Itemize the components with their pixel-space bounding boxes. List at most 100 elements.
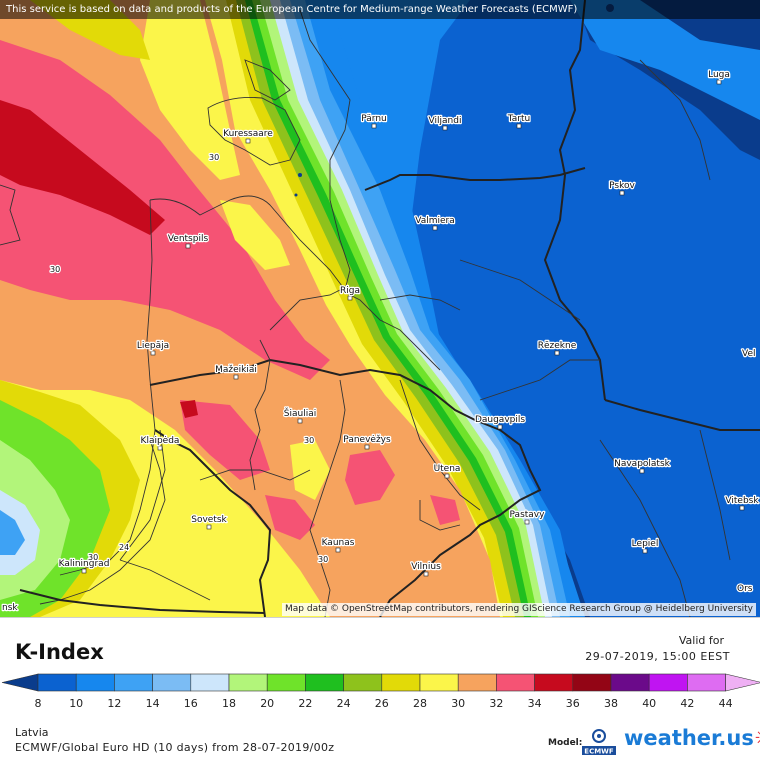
city-marker: [245, 138, 251, 144]
city-marker: [642, 548, 648, 554]
colorbar-tick-label: 24: [337, 697, 351, 710]
k-band-34-north: [0, 40, 330, 380]
colorbar-cell: [152, 673, 192, 692]
city-marker: [739, 505, 745, 511]
city-marker: [335, 547, 341, 553]
svg-text:ECMWF: ECMWF: [584, 748, 614, 756]
edge-label-right-bottom: Ors: [737, 584, 753, 594]
k-band-36-small: [180, 400, 198, 418]
k-band-10: [0, 0, 760, 617]
city-label: Daugavpils: [475, 415, 525, 425]
city-label: Klaipėda: [141, 436, 180, 446]
city-marker: [150, 350, 156, 356]
sun-icon: ☼: [754, 726, 760, 750]
colorbar-tick-label: 44: [719, 697, 733, 710]
colorbar-tick-label: 30: [451, 697, 465, 710]
colorbar-tick-label: 20: [260, 697, 274, 710]
city-marker: [233, 374, 239, 380]
legend-footer: K-Index Valid for 29-07-2019, 15:00 EEST…: [0, 617, 760, 761]
colorbar-cell: [648, 673, 688, 692]
city-label: Sovetsk: [191, 515, 227, 525]
colorbar-tick-label: 40: [642, 697, 656, 710]
city-marker: [524, 519, 530, 525]
contour-value-label: 24: [119, 543, 129, 552]
city-marker: [516, 123, 522, 129]
city-marker: [157, 445, 163, 451]
colorbar-tick-label: 36: [566, 697, 580, 710]
colorbar-tick-label: 22: [298, 697, 312, 710]
colorbar-cell: [37, 673, 77, 692]
map-attribution[interactable]: Map data © OpenStreetMap contributors, r…: [282, 603, 756, 616]
city-label: Navapolatsk: [614, 459, 671, 469]
colorbar-cell: [381, 673, 421, 692]
model-label: Model:: [548, 738, 583, 748]
k-band-34-south: [180, 400, 270, 480]
colorbar-underflow: [1, 673, 39, 692]
colorbar-tick-label: 16: [184, 697, 198, 710]
weather-us-logo[interactable]: weather.us☼: [624, 726, 760, 750]
contour-value-label: 30: [88, 553, 98, 562]
parameter-title: K-Index: [15, 640, 104, 664]
city-marker: [716, 79, 722, 85]
colorbar-tick-label: 32: [489, 697, 503, 710]
city-label: Pskov: [609, 181, 635, 191]
colorbar-cell: [610, 673, 650, 692]
city-marker: [371, 123, 377, 129]
city-label: Vitebsk: [725, 496, 759, 506]
city-label: Vilnius: [411, 562, 441, 572]
city-labels: Kuressaare Pärnu Viljandi Tartu Luga Pskov Val…: [57, 69, 760, 577]
edge-label-right-top: Vel: [742, 349, 756, 359]
colorbar-cell: [228, 673, 268, 692]
city-label: Mažeikiai: [215, 365, 257, 375]
color-scale: 8 10 12 14 16 18 20 22 24 26 28 30 32 34 36 38 40 42 44: [1, 673, 760, 710]
colorbar-tick-label: 34: [528, 697, 542, 710]
city-marker: [364, 444, 370, 450]
colorbar-tick-label: 18: [222, 697, 236, 710]
ecmwf-logo[interactable]: ECMWF: [580, 726, 618, 756]
city-marker: [297, 418, 303, 424]
city-marker: [81, 568, 87, 574]
colorbar-cell: [572, 673, 612, 692]
k-band-34-east: [430, 495, 460, 525]
city-label: Utena: [434, 464, 461, 474]
city-marker: [639, 468, 645, 474]
model-run: ECMWF/Global Euro HD (10 days) from 28-0…: [15, 741, 335, 754]
brand-word: weather: [624, 726, 719, 750]
city-marker: [206, 524, 212, 530]
city-marker: [185, 243, 191, 249]
city-label: Liepāja: [137, 341, 169, 351]
city-label: Ventspils: [168, 234, 209, 244]
contour-value-labels: 30 30 30 30 24 30: [49, 152, 330, 566]
city-label: Viljandi: [429, 116, 462, 126]
city-marker: [444, 473, 450, 479]
ecmwf-disclaimer: This service is based on data and produc…: [0, 0, 760, 19]
colorbar-tick-label: 38: [604, 697, 618, 710]
brand-tld: .us: [718, 726, 754, 750]
city-marker: [347, 295, 353, 301]
city-label: Rēzekne: [538, 341, 577, 351]
forecast-map[interactable]: Kuressaare Pärnu Viljandi Tartu Luga Pskov Val…: [0, 0, 760, 617]
city-marker: [497, 424, 503, 430]
colorbar-cell: [419, 673, 459, 692]
colorbar-cell: [114, 673, 153, 692]
city-label: Kaunas: [322, 538, 355, 548]
city-label: Kaliningrad: [59, 559, 110, 569]
edge-labels: nsk Vel Ors: [1, 348, 757, 615]
colorbar-cell: [457, 673, 497, 692]
contour-value-label: 30: [304, 436, 314, 445]
city-label: Panevėžys: [343, 435, 391, 445]
colorbar-cell: [343, 673, 383, 692]
city-label: Riga: [340, 286, 360, 296]
city-marker: [423, 571, 429, 577]
k-band-34-central: [345, 450, 395, 505]
city-marker: [442, 125, 448, 131]
k-band-30-islands: [140, 0, 240, 180]
colorbar-tick-label: 26: [375, 697, 389, 710]
city-label: Pärnu: [361, 114, 387, 124]
colorbar-cell: [190, 673, 230, 692]
valid-time: 29-07-2019, 15:00 EEST: [585, 650, 730, 663]
colorbar-tick-label: 10: [69, 697, 83, 710]
city-marker: [432, 225, 438, 231]
valid-label: Valid for: [678, 634, 724, 647]
city-label: Pastavy: [510, 510, 546, 520]
